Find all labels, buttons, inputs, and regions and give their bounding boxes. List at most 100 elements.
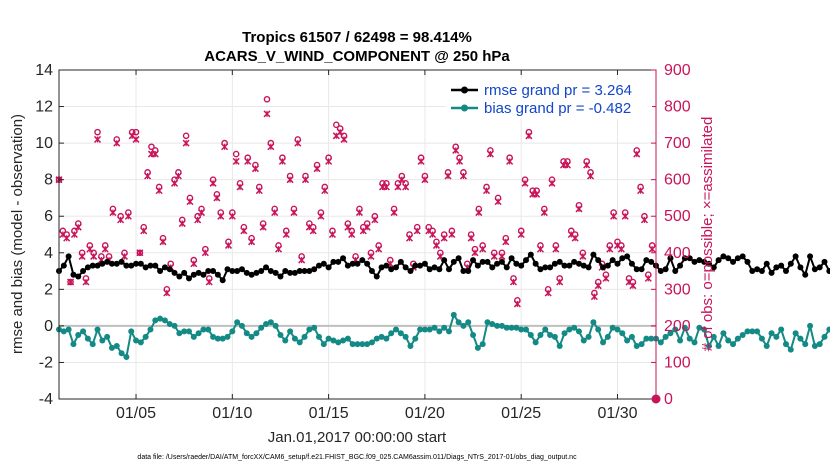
bias-point-133: [696, 324, 703, 331]
obs-assimilated-point-125: [536, 245, 544, 253]
obs-assimilated-point-113: [490, 252, 498, 260]
bias-point-83: [455, 319, 462, 326]
obs-assimilated-point-151: [637, 187, 645, 195]
bias-point-112: [595, 326, 602, 333]
bias-point-62: [354, 341, 361, 348]
obs-assimilated-point-105: [459, 172, 467, 180]
bias-point-142: [739, 332, 746, 339]
rmse-point-107: [571, 258, 578, 265]
obs-count-series: [55, 95, 661, 404]
rmse-point-72: [402, 264, 409, 271]
bias-point-4: [75, 332, 82, 339]
rmse-point-38: [238, 266, 245, 273]
bias-point-148: [768, 330, 775, 337]
bias-point-150: [778, 326, 785, 333]
bias-point-76: [421, 326, 428, 333]
bias-point-29: [195, 330, 202, 337]
bias-point-74: [412, 335, 419, 342]
bias-point-72: [402, 333, 409, 340]
obs-assimilated-point-103: [452, 146, 460, 154]
rmse-point-9: [99, 260, 106, 267]
bias-point-32: [210, 333, 217, 340]
obs-assimilated-point-154: [648, 245, 656, 253]
rmse-point-71: [397, 258, 404, 265]
obs-assimilated-point-76: [348, 230, 356, 239]
bias-point-38: [238, 322, 245, 329]
obs-assimilated-point-73: [336, 128, 344, 136]
rmse-point-93: [503, 264, 510, 271]
bias-point-97: [523, 326, 530, 333]
obs-assimilated-point-137: [583, 161, 591, 169]
obs-possible-point-33: [182, 132, 190, 140]
bias-point-18: [142, 333, 149, 340]
obs-possible-point-46: [232, 150, 240, 158]
x-tick-label-3: 01/20: [405, 405, 445, 422]
rmse-point-146: [758, 268, 765, 275]
obs-assimilated-point-97: [429, 230, 437, 239]
bias-point-2: [65, 326, 72, 333]
bias-point-73: [407, 342, 414, 349]
bias-point-94: [508, 324, 515, 331]
rmse-point-128: [672, 268, 679, 275]
bias-point-89: [484, 319, 491, 326]
bias-point-6: [84, 335, 91, 342]
obs-assimilated-point-7: [82, 278, 90, 286]
rmse-point-147: [763, 260, 770, 267]
obs-assimilated-point-12: [101, 245, 109, 253]
rmse-point-126: [662, 266, 669, 273]
rmse-point-48: [287, 269, 294, 276]
obs-assimilated-point-38: [201, 249, 209, 257]
obs-assimilated-point-129: [552, 245, 560, 253]
rmse-point-23: [166, 266, 173, 273]
bias-point-110: [585, 333, 592, 340]
rmse-point-102: [547, 264, 554, 271]
obs-assimilated-point-10: [93, 135, 102, 143]
obs-assimilated-point-83: [375, 245, 383, 253]
rmse-point-15: [128, 262, 135, 269]
rmse-point-116: [614, 260, 621, 267]
obs-assimilated-point-75: [344, 223, 352, 231]
bias-point-45: [272, 322, 279, 329]
obs-assimilated-point-122: [525, 132, 533, 140]
y-left-tick-label-3: 2: [44, 281, 53, 298]
obs-assimilated-point-22: [140, 227, 148, 235]
rmse-point-78: [431, 264, 438, 271]
obs-assimilated-point-109: [475, 209, 483, 217]
bias-point-26: [181, 328, 188, 335]
rmse-point-112: [595, 257, 602, 264]
rmse-point-123: [648, 258, 655, 265]
y-left-tick-label-6: 8: [44, 172, 53, 189]
rmse-point-144: [749, 268, 756, 275]
bias-point-44: [267, 319, 274, 326]
bias-point-7: [89, 341, 96, 348]
rmse-point-35: [224, 266, 231, 273]
bias-point-84: [460, 322, 467, 329]
obs-assimilated-point-2: [63, 234, 71, 242]
rmse-point-98: [527, 251, 534, 258]
obs-possible-point-72: [333, 121, 340, 129]
chart-title-line2: ACARS_V_WIND_COMPONENT @ 250 hPa: [204, 48, 510, 65]
x-axis-ticks: 01/05 01/10 01/15 01/20 01/25 01/30: [116, 70, 638, 422]
rmse-point-18: [142, 264, 149, 271]
rmse-point-55: [320, 260, 327, 267]
bias-point-42: [258, 324, 265, 331]
rmse-point-77: [426, 266, 433, 273]
rmse-point-56: [325, 264, 332, 271]
obs-assimilated-point-135: [575, 205, 583, 213]
bias-point-105: [561, 330, 568, 337]
bias-point-41: [253, 330, 260, 337]
obs-assimilated-point-91: [405, 234, 414, 242]
obs-assimilated-point-102: [448, 230, 456, 239]
obs-assimilated-point-74: [340, 135, 348, 143]
bias-point-126: [662, 333, 669, 340]
rmse-point-115: [609, 257, 616, 264]
bias-point-37: [234, 319, 241, 326]
y-right-axis-ticks: 0 100 200 300 400 500 600 700 800 900: [651, 62, 691, 408]
obs-assimilated-point-93: [413, 227, 421, 235]
rmse-point-110: [585, 264, 592, 271]
data-file-footnote: data file: /Users/raeder/DAI/ATM_forcXX/…: [137, 454, 577, 461]
x-tick-label-4: 01/25: [501, 405, 541, 422]
bias-point-1: [60, 328, 67, 335]
obs-assimilated-point-28: [163, 289, 171, 297]
bias-point-39: [243, 330, 250, 337]
